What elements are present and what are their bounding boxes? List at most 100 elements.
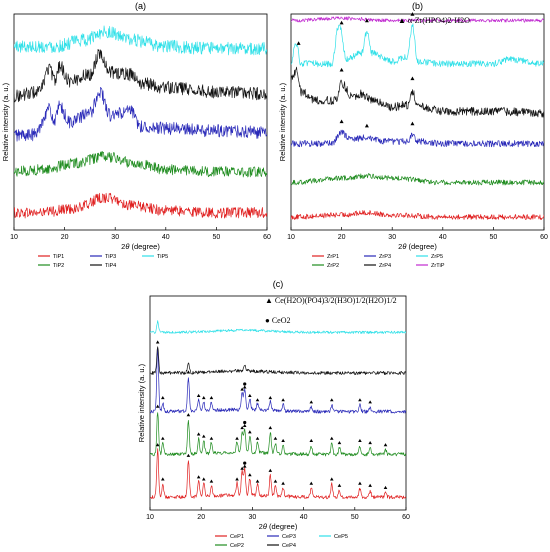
peak-marker-triangle <box>196 432 201 436</box>
panel-label: (a) <box>135 1 146 11</box>
x-tick-label: 60 <box>402 514 410 521</box>
peak-marker-triangle <box>196 393 201 398</box>
plot-frame <box>13 13 268 231</box>
y-axis-title: Relative intensity (a. u.) <box>1 82 10 161</box>
peak-marker-triangle <box>273 436 278 440</box>
peak-marker-triangle <box>201 477 206 481</box>
legend-label: ZrP5 <box>431 254 443 260</box>
peak-marker-triangle <box>329 436 334 440</box>
peak-marker-triangle <box>209 479 214 483</box>
legend-label: CeP4 <box>282 543 296 549</box>
peak-marker-triangle <box>268 468 273 472</box>
legend-label: CeP1 <box>230 534 244 540</box>
x-axis-title: 2θ (degree) <box>398 242 437 251</box>
peak-marker-triangle <box>186 453 191 457</box>
peak-marker-triangle <box>368 483 372 487</box>
x-tick-label: 10 <box>146 514 154 521</box>
peak-marker-triangle <box>161 477 165 481</box>
x-axis-title: 2θ (degree) <box>259 522 298 531</box>
peak-marker-triangle <box>268 426 273 430</box>
x-tick-label: 40 <box>162 234 170 241</box>
peak-marker-triangle <box>161 396 165 400</box>
peak-marker-triangle <box>410 121 415 126</box>
series-line-cep4 <box>150 346 406 376</box>
peak-marker-triangle <box>201 396 206 400</box>
legend-label: ZrP2 <box>327 263 339 269</box>
peak-marker-triangle <box>155 404 160 408</box>
legend-label: CeP3 <box>282 534 296 540</box>
series-group <box>14 25 267 219</box>
panel-label: (b) <box>412 1 423 11</box>
peak-marker-triangle <box>358 438 362 442</box>
peak-marker-triangle <box>337 483 342 487</box>
series-line-tip5 <box>14 25 267 56</box>
series-line-zrp5 <box>291 23 544 68</box>
y-axis-title: Relative intensity (a. u.) <box>137 363 146 442</box>
peak-marker-triangle <box>364 123 369 128</box>
x-tick-label: 60 <box>540 234 548 241</box>
peak-marker-triangle <box>309 481 314 485</box>
peak-marker-triangle <box>410 76 415 81</box>
peak-marker-triangle <box>235 477 239 481</box>
x-tick-label: 20 <box>338 234 346 241</box>
ceo2-marker-circle <box>243 461 247 465</box>
panel-label: (c) <box>273 279 284 289</box>
peak-marker-triangle <box>196 475 201 479</box>
ceo2-marker-circle <box>243 382 247 386</box>
peak-marker-triangle <box>273 479 278 483</box>
peak-marker-triangle <box>410 12 415 16</box>
series-line-zrp2 <box>291 173 544 186</box>
legend-label: CeP2 <box>230 543 244 549</box>
x-tick-label: 30 <box>111 234 119 241</box>
phase-annotation-ceo2: ● CeO2 <box>265 316 291 325</box>
peak-marker-triangle <box>296 41 301 45</box>
phase-annotation: ▲ α-Zr(HPO4)2·H2O <box>398 16 470 25</box>
peak-marker-triangle <box>329 477 334 481</box>
peak-marker-triangle <box>242 423 247 427</box>
peak-marker-triangle <box>383 443 388 447</box>
x-tick-label: 50 <box>213 234 221 241</box>
peak-marker-triangle <box>248 473 252 477</box>
peak-marker-triangle <box>209 436 214 440</box>
x-tick-label: 10 <box>287 234 295 241</box>
peak-marker-triangle <box>337 440 342 445</box>
peak-marker-triangle <box>209 396 214 400</box>
peak-marker-triangle <box>161 436 165 440</box>
plot-frame <box>149 295 407 511</box>
series-line-cep3 <box>150 347 406 414</box>
x-tick-label: 10 <box>10 234 18 241</box>
legend-label: CeP5 <box>334 534 348 540</box>
series-line-zrp1 <box>291 210 544 220</box>
peak-marker-triangle <box>339 67 344 72</box>
peak-marker-triangle <box>186 413 191 417</box>
panel-c: (c) 10 20 30 40 50 60 2θ (degree) Relative inten… <box>137 279 410 549</box>
peak-marker-triangle <box>255 479 260 483</box>
peak-marker-triangle <box>281 438 285 442</box>
peak-marker-triangle <box>235 436 239 440</box>
peak-marker-triangle <box>248 393 252 398</box>
peak-marker-triangle <box>240 387 244 391</box>
peak-marker-triangle <box>364 18 369 23</box>
ceo2-marker-circle <box>243 420 247 425</box>
legend-label: TiP5 <box>157 254 168 260</box>
peak-marker-triangle <box>240 466 244 470</box>
peak-marker-triangle <box>255 398 260 402</box>
series-group <box>291 16 544 220</box>
series-line-cep1 <box>150 448 406 500</box>
peak-marker-triangle <box>240 426 244 430</box>
legend-label: ZrP3 <box>379 254 391 260</box>
peak-marker-triangle <box>383 485 388 490</box>
x-tick-label: 40 <box>300 514 308 521</box>
x-tick-label: 40 <box>439 234 447 241</box>
series-line-cep2 <box>150 412 406 457</box>
peak-marker-triangle <box>186 370 191 374</box>
peak-marker-triangle <box>242 464 247 468</box>
peak-marker-triangle <box>255 436 260 440</box>
peak-marker-triangle <box>248 430 252 434</box>
peak-marker-triangle <box>281 481 285 485</box>
peak-marker-triangle <box>368 400 372 404</box>
x-tick-label: 60 <box>263 234 271 241</box>
series-line-zrtip <box>291 16 544 23</box>
legend-label: ZrTiP <box>431 263 445 269</box>
